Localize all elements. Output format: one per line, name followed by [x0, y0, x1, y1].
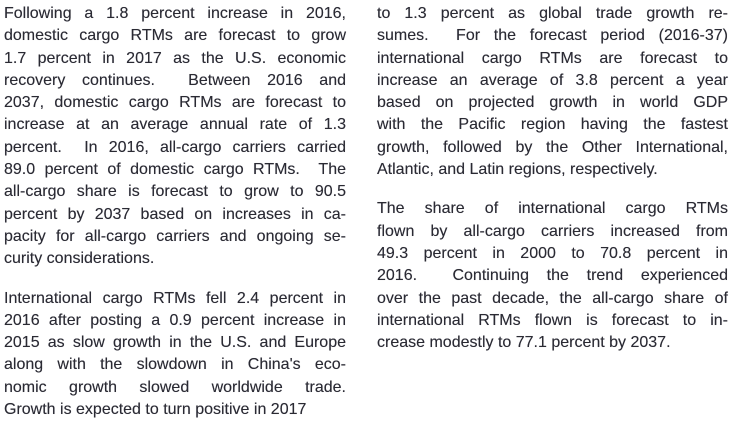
text-line: Growth is expected to turn positive in 2…	[4, 401, 307, 419]
text-line: flown by all-cargo carriers increased fr…	[377, 222, 728, 240]
text-line: 1.7 percent in 2017 as the U.S. economic	[4, 49, 346, 67]
text-line: percent. In 2016, all-cargo carriers car…	[4, 138, 346, 156]
text-line: based on projected growth in world GDP	[377, 94, 728, 112]
text-line: crease modestly to 77.1 percent by 2037.	[377, 334, 671, 352]
text-line: growth, followed by the Other Internatio…	[377, 138, 728, 156]
text-line: Following a 1.8 percent increase in 2016…	[4, 5, 346, 22]
text-line: sumes. For the forecast period (2016-37)	[377, 27, 728, 45]
text-line: 2037, domestic cargo RTMs are forecast t…	[4, 94, 346, 112]
text-line: over the past decade, the all-cargo shar…	[377, 289, 728, 307]
text-line: increase an average of 3.8 percent a yea…	[377, 71, 728, 89]
text-line: The share of international cargo RTMs	[377, 200, 728, 218]
text-line: to 1.3 percent as global trade growth re…	[377, 5, 728, 22]
text-line: along with the slowdown in China's eco-	[4, 356, 346, 374]
paragraph: International cargo RTMs fell 2.4 percen…	[4, 288, 346, 422]
text-line: 89.0 percent of domestic cargo RTMs. The	[4, 161, 346, 179]
text-line: percent by 2037 based on increases in ca…	[4, 205, 346, 223]
text-line: recovery continues. Between 2016 and	[4, 71, 346, 89]
paragraph: The share of international cargo RTMs flo…	[377, 198, 728, 354]
text-line: International cargo RTMs fell 2.4 percen…	[4, 289, 346, 307]
text-line: curity considerations.	[4, 250, 155, 268]
text-column-right: to 1.3 percent as global trade growth re…	[377, 3, 728, 425]
text-column-left: Following a 1.8 percent increase in 2016…	[4, 3, 346, 425]
text-line: international RTMs flown is forecast to …	[377, 311, 728, 329]
text-line: 49.3 percent in 2000 to 70.8 percent in	[377, 244, 728, 262]
text-line: all-cargo share is forecast to grow to 9…	[4, 183, 346, 201]
text-line: with the Pacific region having the faste…	[377, 116, 728, 134]
paragraph: to 1.3 percent as global trade growth re…	[377, 3, 728, 181]
text-line: pacity for all-cargo carriers and ongoin…	[4, 227, 346, 245]
text-line: 2016. Continuing the trend experienced	[377, 267, 728, 285]
text-line: increase at an average annual rate of 1.…	[4, 116, 346, 134]
text-line: 2016 after posting a 0.9 percent increas…	[4, 311, 346, 329]
text-line: Atlantic, and Latin regions, respectivel…	[377, 161, 658, 179]
text-line: nomic growth slowed worldwide trade.	[4, 378, 346, 396]
text-line: domestic cargo RTMs are forecast to grow	[4, 27, 346, 45]
text-line: 2015 as slow growth in the U.S. and Euro…	[4, 334, 346, 352]
text-line: international cargo RTMs are forecast to	[377, 49, 728, 67]
paragraph: Following a 1.8 percent increase in 2016…	[4, 3, 346, 271]
